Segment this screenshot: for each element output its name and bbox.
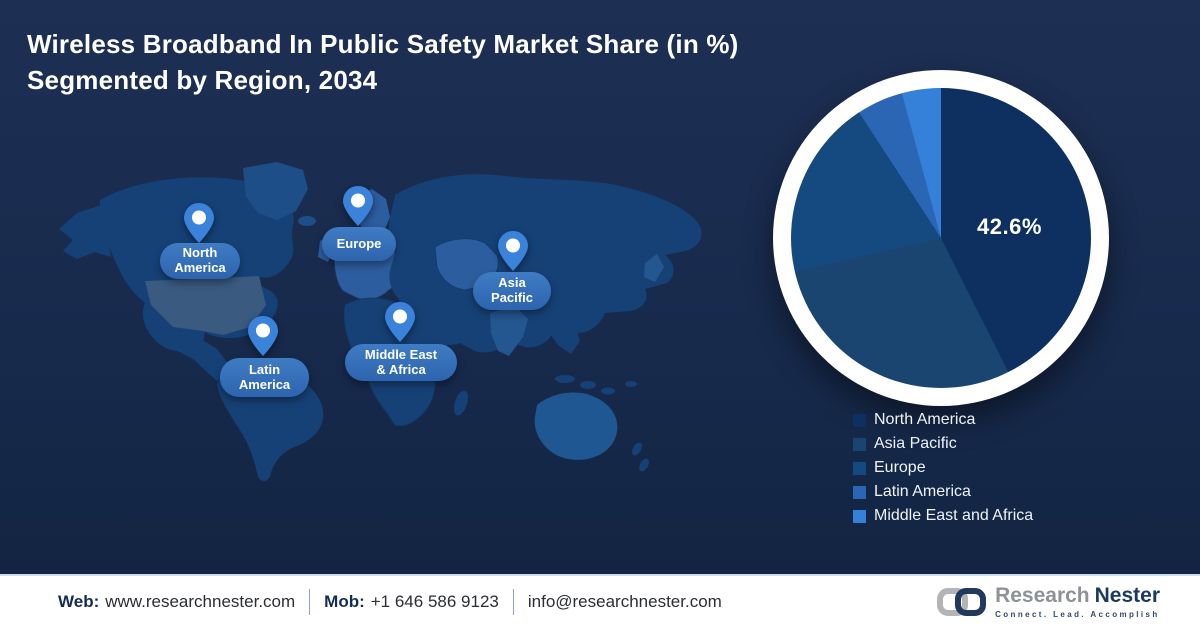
map-india [490, 306, 528, 356]
map-central-america [157, 333, 229, 373]
location-pin-icon [248, 316, 278, 356]
region-marker-asia-pacific [498, 231, 528, 271]
legend-label: Europe [874, 459, 926, 476]
phone-number: +1 646 586 9123 [370, 592, 499, 611]
logo-text: Research Nester Connect. Lead. Accomplish [995, 585, 1160, 620]
region-marker-middle-east-africa [385, 302, 415, 342]
page-title-line2: Segmented by Region, 2034 [27, 65, 378, 95]
page-title-line1: Wireless Broadband In Public Safety Mark… [27, 29, 739, 59]
region-marker-north-america [184, 203, 214, 243]
web-label: Web: [58, 592, 100, 611]
location-pin-icon [184, 203, 214, 243]
legend-item-middle-east-africa: Middle East and Africa [853, 504, 1033, 528]
location-pin-icon [385, 302, 415, 342]
legend-item-north-america: North America [853, 408, 1033, 432]
logo-name-research: Research [995, 584, 1090, 607]
map-asia [388, 174, 702, 353]
region-label-north-america: North America [160, 243, 240, 279]
email-address: info@researchnester.com [527, 592, 722, 611]
location-pin-icon [498, 231, 528, 271]
map-new-zealand [632, 442, 642, 456]
pie-data-label: 42.6% [977, 214, 1042, 239]
map-se-asia [540, 310, 580, 354]
region-marker-europe [343, 186, 373, 226]
legend-swatch [853, 485, 866, 499]
legend-swatch [853, 413, 866, 427]
region-label-asia-pacific: Asia Pacific [473, 272, 551, 310]
chain-link-icon [937, 588, 987, 616]
page-title: Wireless Broadband In Public Safety Mark… [27, 26, 887, 98]
divider [309, 589, 311, 615]
pie-chart-ring: 42.6% [773, 70, 1109, 406]
map-madagascar [454, 390, 468, 416]
legend-item-asia-pacific: Asia Pacific [853, 432, 1033, 456]
legend-swatch [853, 461, 866, 475]
logo-name-nester: Nester [1094, 584, 1160, 607]
region-label-middle-east-africa: Middle East & Africa [345, 344, 457, 381]
map-indonesia [555, 375, 575, 383]
divider [512, 589, 514, 615]
legend-item-europe: Europe [853, 456, 1033, 480]
footer-bar: Web: www.researchnester.com Mob: +1 646 … [0, 574, 1200, 628]
pie-chart: 42.6% [791, 88, 1091, 388]
region-label-europe: Europe [322, 227, 396, 261]
legend-label: North America [874, 411, 976, 428]
legend-swatch [853, 509, 866, 523]
map-indonesia [580, 381, 596, 389]
legend-label: Latin America [874, 483, 971, 500]
logo-name: Research Nester [995, 585, 1160, 607]
chart-legend: North America Asia Pacific Europe Latin … [853, 408, 1033, 528]
legend-swatch [853, 437, 866, 451]
map-indonesia [625, 381, 637, 387]
region-marker-latin-america [248, 316, 278, 356]
website-url: www.researchnester.com [105, 592, 296, 611]
mob-label: Mob: [324, 592, 365, 611]
research-nester-logo: Research Nester Connect. Lead. Accomplish [935, 584, 1160, 620]
location-pin-icon [343, 186, 373, 226]
map-iceland [298, 216, 316, 226]
region-label-latin-america: Latin America [220, 358, 309, 397]
legend-item-latin-america: Latin America [853, 480, 1033, 504]
map-new-zealand [639, 458, 649, 472]
legend-label: Middle East and Africa [874, 507, 1034, 524]
map-indonesia [601, 387, 615, 395]
map-australia [534, 392, 618, 460]
map-japan [644, 254, 664, 282]
contact-info: Web: www.researchnester.com Mob: +1 646 … [58, 589, 722, 615]
map-usa [145, 276, 266, 335]
logo-tagline: Connect. Lead. Accomplish [995, 610, 1160, 619]
map-greenland [243, 162, 308, 220]
legend-label: Asia Pacific [874, 435, 957, 452]
